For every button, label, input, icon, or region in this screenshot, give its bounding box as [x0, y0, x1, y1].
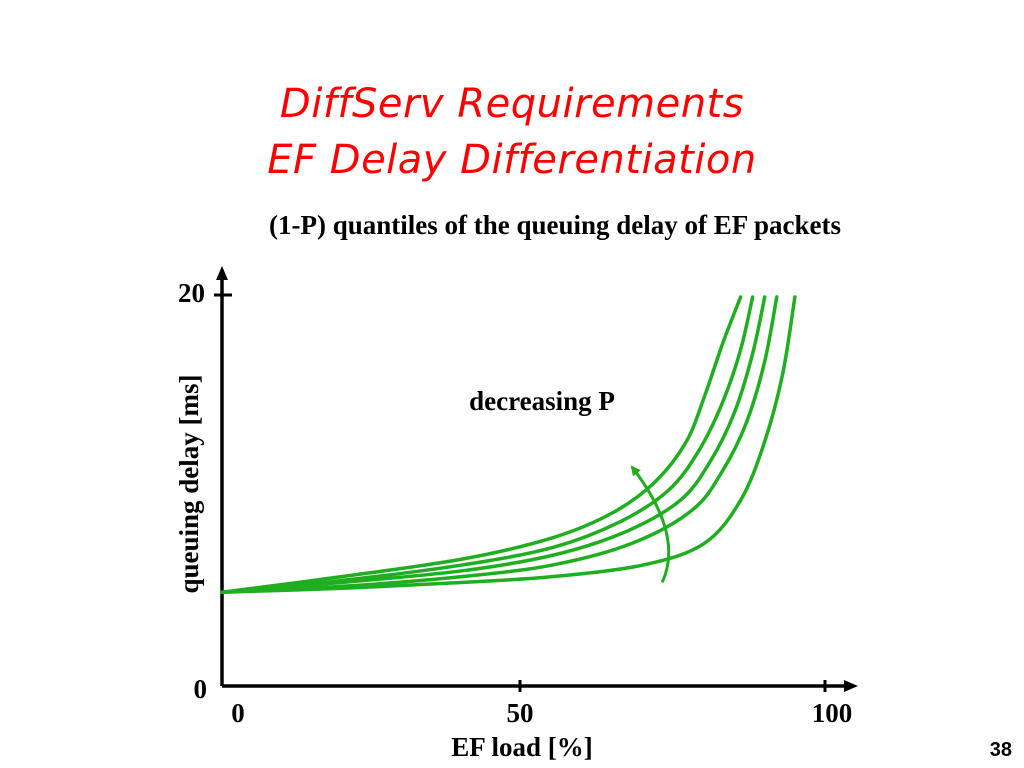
- series-line-5: [220, 295, 797, 594]
- series-line-1: [220, 295, 743, 594]
- series-line-3: [220, 295, 767, 594]
- decreasing-p-arrow: [630, 465, 671, 584]
- series-curves: [220, 295, 797, 594]
- x-axis-arrowhead: [844, 680, 858, 692]
- slide-title-line-2: EF Delay Differentiation: [267, 137, 757, 183]
- x-tick-label-50: 50: [507, 698, 534, 728]
- y-axis-arrowhead: [216, 266, 228, 280]
- series-line-2: [220, 295, 755, 594]
- x-axis-label: EF load [%]: [451, 732, 593, 762]
- slide-title-line-1: DiffServ Requirements: [279, 81, 745, 127]
- y-axis-label: queuing delay [ms]: [174, 374, 204, 593]
- chart-title: (1-P) quantiles of the queuing delay of …: [268, 210, 842, 240]
- annotation-label: decreasing P: [469, 386, 615, 416]
- slide-number: 38: [989, 739, 1012, 761]
- series-line-4: [220, 295, 779, 594]
- y-tick-label-20: 20: [178, 278, 205, 308]
- x-tick-label-0: 0: [231, 698, 245, 728]
- y-tick-label-0: 0: [194, 674, 208, 704]
- x-tick-label-100: 100: [812, 698, 853, 728]
